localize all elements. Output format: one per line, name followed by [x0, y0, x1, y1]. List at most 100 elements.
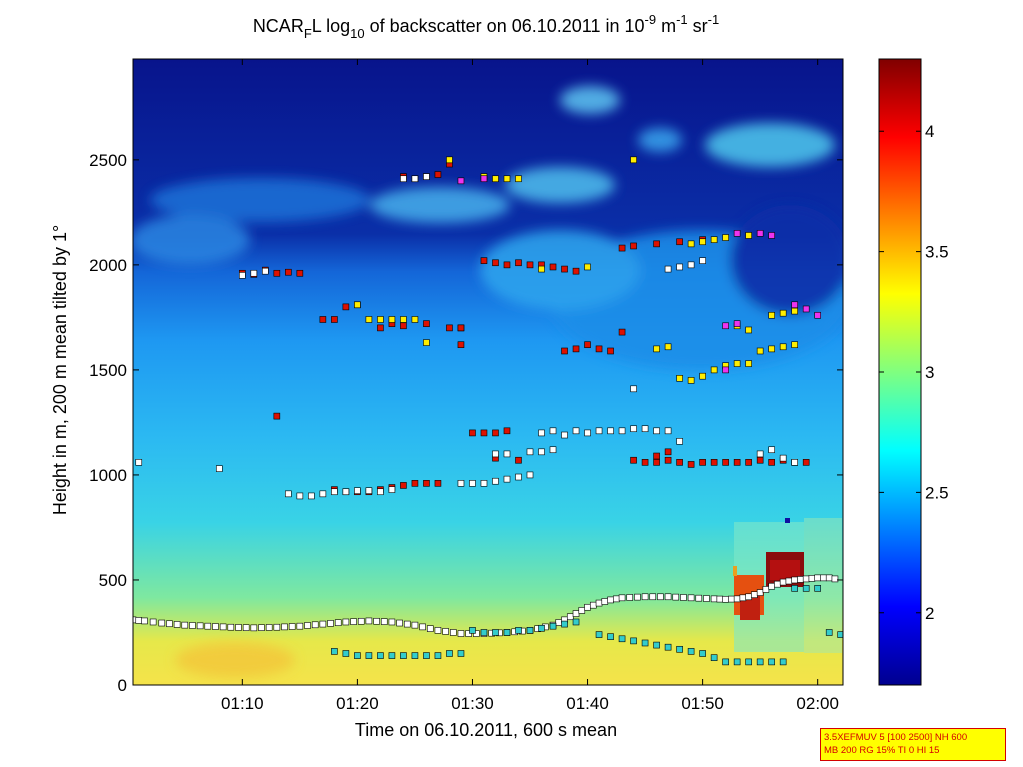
boundary-layer-marker	[304, 622, 311, 629]
layer-marker	[779, 343, 787, 351]
y-axis-label: Height in m, 200 m mean tilted by 1°	[50, 225, 70, 515]
plot-frame	[132, 58, 844, 686]
layer-marker	[733, 459, 741, 466]
layer-marker	[791, 585, 798, 592]
layer-marker	[354, 652, 361, 659]
artifact-marker	[785, 518, 790, 523]
layer-marker	[710, 459, 718, 466]
boundary-layer-marker	[774, 580, 781, 588]
title-part: NCAR	[253, 16, 304, 36]
layer-marker	[411, 175, 419, 183]
layer-marker	[699, 238, 706, 246]
layer-marker	[768, 345, 775, 353]
layer-marker	[423, 339, 430, 346]
layer-marker	[756, 230, 764, 237]
layer-marker	[515, 456, 522, 464]
boundary-layer-marker	[785, 577, 793, 585]
marker-series	[331, 585, 843, 666]
layer-marker	[572, 267, 580, 275]
boundary-layer-marker	[181, 621, 189, 629]
layer-marker	[791, 301, 798, 309]
layer-marker	[584, 263, 591, 271]
layer-marker	[630, 456, 637, 464]
layer-marker	[630, 637, 637, 645]
layer-marker	[296, 269, 304, 277]
boundary-layer-marker	[166, 620, 173, 628]
boundary-layer-marker	[149, 618, 157, 626]
layer-marker	[802, 585, 810, 592]
info-line: MB 200 RG 15% TI 0 HI 15	[824, 745, 940, 756]
boundary-layer-marker	[357, 617, 365, 625]
layer-marker	[446, 156, 453, 164]
boundary-layer-marker	[751, 591, 758, 598]
layer-marker	[722, 459, 729, 466]
layer-marker	[722, 322, 729, 330]
layer-marker	[423, 173, 430, 180]
layer-marker	[457, 480, 465, 487]
layer-marker	[400, 652, 407, 659]
layer-marker	[538, 265, 545, 273]
boundary-layer-marker	[595, 599, 603, 607]
layer-marker	[699, 459, 706, 466]
layer-marker	[687, 240, 695, 248]
boundary-layer-marker	[296, 622, 304, 630]
layer-marker	[699, 257, 706, 264]
boundary-layer-marker	[311, 621, 319, 629]
layer-marker	[434, 652, 442, 659]
layer-marker	[469, 429, 476, 437]
layer-marker	[768, 446, 775, 454]
layer-marker	[687, 648, 695, 655]
chart-title: NCARFL log10 of backscatter on 06.10.201…	[253, 12, 719, 41]
layer-marker	[423, 320, 430, 327]
cloud-patch	[705, 123, 835, 167]
layer-marker	[641, 425, 649, 433]
layer-marker	[526, 471, 534, 479]
x-tick-label: 01:50	[681, 694, 724, 713]
layer-marker	[377, 652, 384, 659]
colorbar-tick-label: 3	[925, 363, 934, 382]
layer-marker	[710, 366, 718, 374]
boundary-layer-marker	[281, 623, 288, 631]
layer-marker	[572, 618, 580, 626]
layer-marker	[618, 427, 626, 435]
layer-marker	[687, 377, 695, 384]
layer-marker	[630, 425, 637, 433]
layer-marker	[342, 650, 350, 657]
layer-marker	[331, 488, 338, 496]
boundary-layer-marker	[434, 627, 442, 634]
layer-marker	[584, 341, 591, 348]
layer-marker	[561, 265, 568, 273]
layer-marker	[526, 627, 534, 634]
layer-marker	[503, 261, 511, 269]
layer-marker	[676, 238, 683, 246]
layer-marker	[653, 459, 660, 466]
sensor-artifact	[733, 518, 842, 653]
boundary-layer-marker	[288, 623, 296, 630]
colorbar-tick-label: 4	[925, 122, 934, 141]
layer-marker	[595, 427, 603, 435]
layer-marker	[756, 658, 764, 666]
layer-marker	[676, 438, 683, 445]
layer-marker	[756, 347, 764, 355]
x-tick-label: 02:00	[796, 694, 839, 713]
layer-marker	[538, 448, 545, 456]
boundary-layer-marker	[319, 620, 327, 628]
boundary-layer-marker	[831, 575, 839, 583]
layer-marker	[515, 473, 522, 481]
layer-marker	[342, 488, 350, 496]
boundary-layer-marker	[334, 619, 342, 626]
x-axis: 01:10 01:20 01:30 01:40 01:50 02:00	[221, 59, 839, 713]
layer-marker	[480, 629, 488, 636]
layer-marker	[492, 175, 499, 183]
layer-marker	[296, 492, 304, 500]
boundary-layer-marker	[722, 595, 729, 603]
marker-series	[457, 175, 821, 374]
plot-area	[133, 59, 843, 685]
layer-marker	[676, 263, 683, 271]
artifact-column	[804, 518, 842, 653]
boundary-layer-marker	[703, 595, 710, 602]
boundary-layer-marker	[601, 598, 609, 605]
layer-marker	[400, 322, 407, 330]
cloud-patch	[638, 128, 682, 152]
layer-marker	[492, 259, 499, 267]
